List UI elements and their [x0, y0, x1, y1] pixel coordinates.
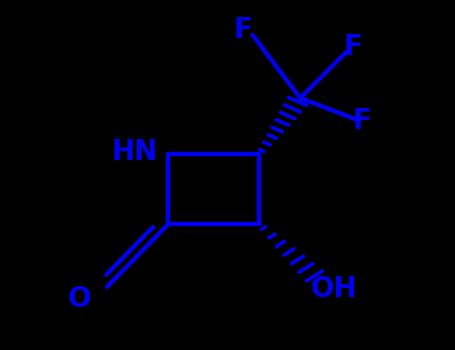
Text: F: F	[352, 107, 371, 135]
Text: OH: OH	[311, 275, 358, 303]
Text: F: F	[343, 33, 362, 61]
Text: O: O	[68, 285, 91, 313]
Text: F: F	[234, 16, 253, 44]
Text: HN: HN	[111, 138, 157, 166]
